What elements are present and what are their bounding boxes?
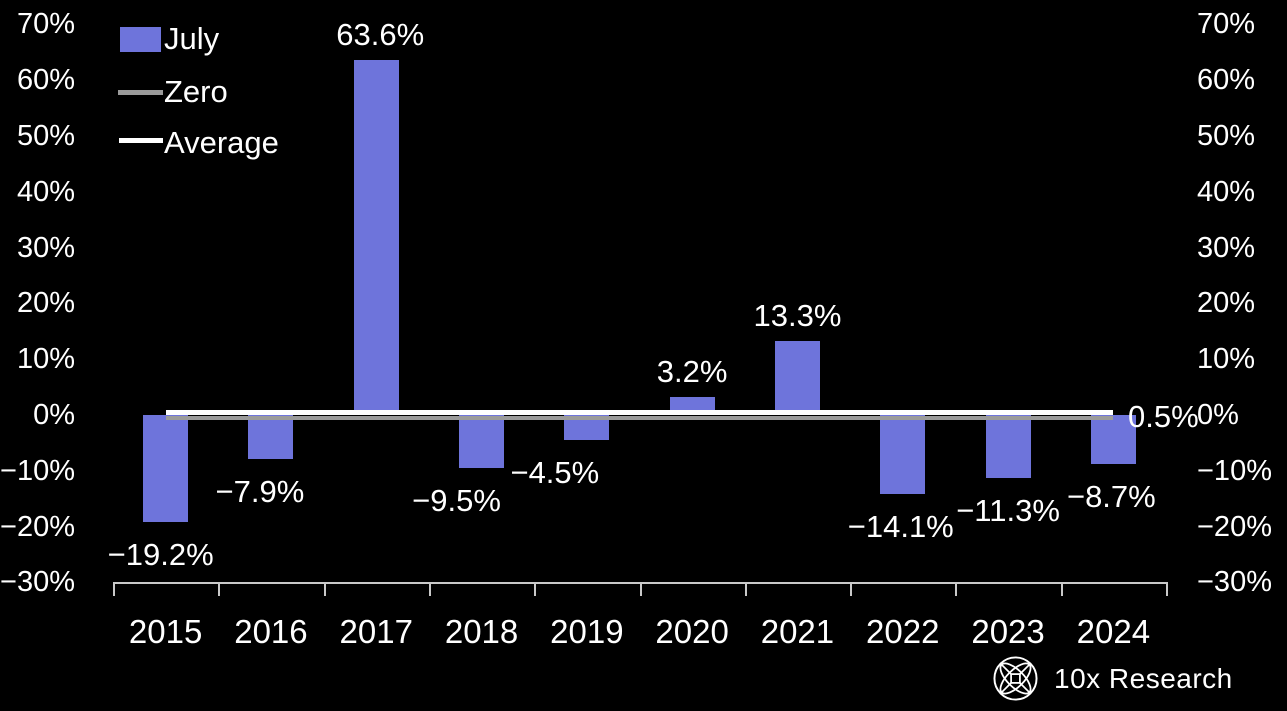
x-axis-tick [113,582,115,596]
y-tick-left-50%: 50% [16,119,75,152]
10x-research-logo-icon [993,656,1038,701]
y-tick-right-−10%: −10% [1197,454,1272,487]
value-label-2020: 3.2% [656,354,728,390]
y-tick-left-70%: 70% [16,8,75,41]
brand-text: 10x Research [1054,662,1233,694]
y-tick-right-40%: 40% [1197,175,1256,208]
bar-2023 [985,415,1031,479]
x-tick-label-2023: 2023 [971,613,1045,650]
value-label-2019: −4.5% [510,455,600,491]
x-tick-label-2019: 2019 [550,613,624,650]
legend-swatch-july [120,27,161,52]
y-tick-right-−20%: −20% [1197,510,1272,543]
x-tick-label-2015: 2015 [128,613,203,650]
brand-footer: 10x Research [992,655,1233,702]
y-tick-right-60%: 60% [1197,64,1256,97]
x-axis-tick [1166,582,1168,596]
y-tick-right-−30%: −30% [1197,566,1272,599]
bar-2022 [880,415,926,494]
bar-2021 [774,340,820,415]
x-tick-label-2017: 2017 [339,613,413,650]
bar-2024 [1090,415,1136,464]
y-tick-right-70%: 70% [1197,8,1256,41]
reference-line-average [165,409,1114,415]
y-tick-right-50%: 50% [1197,119,1256,152]
legend-label-zero: Zero [164,74,228,109]
x-axis-tick [850,582,853,596]
y-tick-left-40%: 40% [16,175,75,208]
y-tick-right-10%: 10% [1197,343,1256,376]
y-tick-left-10%: 10% [16,343,75,376]
x-axis-tick [323,582,326,596]
y-tick-left-−10%: −10% [0,454,75,487]
value-label-2021: 13.3% [753,297,842,333]
x-axis-tick [428,582,431,596]
x-tick-label-2022: 2022 [866,613,940,650]
value-label-2022: −14.1% [847,508,954,544]
bar-2015 [143,415,189,523]
value-label-2023: −11.3% [956,493,1060,529]
bar-2016 [248,415,294,460]
legend-line-zero-icon [118,90,163,95]
x-axis-tick [218,582,221,596]
y-tick-right-30%: 30% [1197,231,1256,264]
x-tick-label-2020: 2020 [655,613,729,650]
legend-label-average: Average [164,125,279,160]
x-axis-tick [639,582,642,596]
value-label-2016: −7.9% [215,474,305,510]
average-line-label: 0.5% [1128,399,1199,434]
y-tick-right-0%: 0% [1197,399,1239,431]
value-label-2017: 63.6% [336,16,425,52]
y-tick-left-20%: 20% [16,287,75,320]
y-tick-right-20%: 20% [1197,287,1256,320]
legend-label-july: July [164,21,220,56]
legend-line-average-icon [119,138,163,143]
x-tick-label-2021: 2021 [760,613,835,650]
y-tick-left-0%: 0% [33,399,75,431]
x-axis-tick [1060,582,1063,596]
reference-line-zero [165,416,1114,420]
x-tick-label-2018: 2018 [444,613,519,650]
value-label-2024: −8.7% [1066,478,1156,514]
value-label-2015: −19.2% [107,537,214,573]
bar-2017 [353,59,399,415]
x-tick-label-2024: 2024 [1076,613,1151,650]
y-tick-left-60%: 60% [16,64,75,97]
y-tick-left-−30%: −30% [0,566,75,599]
y-tick-left-−20%: −20% [0,510,75,543]
x-tick-label-2016: 2016 [234,613,308,650]
value-label-2018: −9.5% [412,483,501,519]
y-tick-left-30%: 30% [16,231,75,264]
bar-2018 [459,415,505,469]
x-axis-tick [744,582,747,596]
x-axis-tick [534,582,537,596]
x-axis-tick [955,582,958,596]
